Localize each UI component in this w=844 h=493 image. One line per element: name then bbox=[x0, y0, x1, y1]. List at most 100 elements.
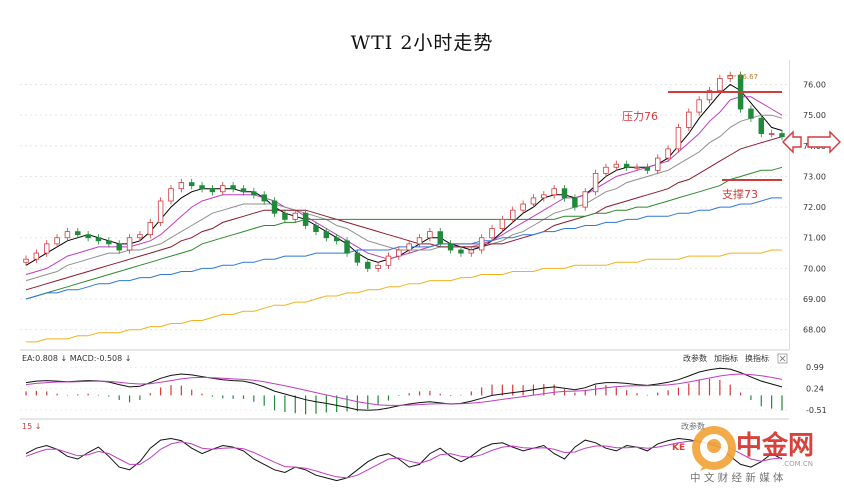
candle-body bbox=[302, 212, 309, 226]
candle-body bbox=[396, 249, 402, 257]
moving-average-line bbox=[26, 249, 782, 343]
candle-body bbox=[727, 74, 733, 79]
candle-body bbox=[137, 234, 143, 239]
candle-body bbox=[686, 111, 692, 128]
candle-body bbox=[188, 182, 195, 187]
candle-body bbox=[23, 258, 29, 263]
macd-switch-indicator-button[interactable]: 换指标 bbox=[745, 353, 769, 363]
arrow-left-icon bbox=[782, 130, 802, 154]
candle-body bbox=[220, 185, 226, 193]
candle-body bbox=[344, 240, 350, 254]
macd-histogram bbox=[25, 378, 783, 415]
candle-body bbox=[706, 90, 713, 101]
candle-body bbox=[634, 166, 640, 169]
candle-body bbox=[64, 231, 71, 239]
candle-body bbox=[458, 249, 464, 254]
high-price-label: 76.67 bbox=[738, 73, 758, 81]
candle-body bbox=[717, 77, 723, 92]
y-tick-label: 75.00 bbox=[803, 111, 826, 120]
candle-body bbox=[437, 231, 443, 245]
macd-dea-line bbox=[25, 373, 783, 406]
candle-body bbox=[530, 197, 537, 205]
candle-body bbox=[447, 243, 454, 251]
candle-body bbox=[768, 133, 775, 135]
watermark-overlay: 改参数 bbox=[681, 421, 705, 431]
y-tick-label: 71.00 bbox=[803, 234, 826, 243]
candle-body bbox=[116, 243, 122, 251]
kdj-d-line bbox=[25, 440, 783, 479]
candle-body bbox=[365, 261, 371, 269]
chart-title: WTI 2小时走势 bbox=[350, 32, 494, 54]
candle-body bbox=[582, 191, 588, 208]
candle-body bbox=[271, 200, 278, 214]
candle-body bbox=[375, 264, 381, 269]
macd-add-indicator-button[interactable]: 加指标 bbox=[714, 353, 738, 363]
kdj-k-line bbox=[25, 437, 783, 482]
macd-tick-label: 0.24 bbox=[806, 385, 824, 394]
candle-body bbox=[385, 255, 392, 266]
candle-body bbox=[520, 203, 526, 211]
candle-body bbox=[157, 200, 164, 223]
candle-body bbox=[33, 252, 40, 260]
candle-body bbox=[43, 243, 50, 254]
candle-body bbox=[416, 237, 423, 245]
candle-body bbox=[623, 163, 630, 168]
candle-body bbox=[313, 225, 319, 233]
moving-average-line bbox=[25, 96, 783, 275]
candle-body bbox=[758, 117, 765, 134]
candle-body bbox=[54, 237, 60, 245]
candle-body bbox=[561, 188, 568, 199]
macd-grid bbox=[20, 366, 789, 411]
macd-axis: 0.99 0.24 -0.51 bbox=[806, 363, 827, 415]
macd-indicator-label: EA:0.808 ↓ MACD:-0.508 ↓ bbox=[22, 354, 131, 363]
candle-body bbox=[748, 108, 754, 119]
candle-body bbox=[323, 231, 330, 239]
candlesticks bbox=[23, 71, 785, 273]
candle-body bbox=[696, 99, 702, 113]
candle-body bbox=[406, 243, 412, 251]
candle-body bbox=[75, 231, 81, 236]
candle-body bbox=[292, 212, 298, 220]
moving-average-line bbox=[25, 197, 782, 300]
candle-body bbox=[261, 194, 267, 202]
candle-body bbox=[644, 166, 651, 171]
macd-change-params-button[interactable]: 改参数 bbox=[683, 353, 707, 363]
candle-body bbox=[147, 222, 154, 236]
candle-body bbox=[613, 163, 620, 168]
watermark-site: .COM.CN bbox=[782, 460, 813, 468]
candle-body bbox=[168, 188, 174, 202]
y-tick-label: 73.00 bbox=[803, 172, 826, 181]
candle-body bbox=[282, 212, 288, 220]
moving-average-line bbox=[25, 166, 783, 300]
candle-body bbox=[427, 231, 433, 239]
y-tick-label: 68.00 bbox=[803, 326, 826, 335]
candle-body bbox=[603, 166, 609, 174]
candle-body bbox=[665, 148, 671, 159]
price-axis: 76.0075.0074.0073.0072.0071.0070.0069.00… bbox=[803, 81, 826, 335]
candle-body bbox=[468, 249, 475, 254]
candle-body bbox=[95, 237, 102, 242]
moving-average-line bbox=[25, 83, 783, 266]
kdj-lines bbox=[25, 437, 783, 482]
candle-body bbox=[675, 127, 682, 150]
candle-body bbox=[478, 237, 485, 251]
candle-body bbox=[199, 185, 205, 190]
candle-body bbox=[489, 228, 495, 239]
candle-body bbox=[126, 237, 133, 251]
candle-body bbox=[510, 209, 516, 220]
close-icon bbox=[779, 355, 786, 362]
y-tick-label: 69.00 bbox=[803, 295, 826, 304]
candle-body bbox=[240, 188, 247, 193]
candle-body bbox=[178, 182, 185, 190]
moving-average-line bbox=[25, 136, 783, 291]
watermark-brand: 中金网 bbox=[736, 430, 814, 461]
candle-body bbox=[572, 197, 578, 208]
main-grid bbox=[20, 84, 789, 331]
candle-body bbox=[333, 237, 340, 242]
macd-tick-label: -0.51 bbox=[806, 406, 827, 415]
candle-body bbox=[106, 240, 112, 245]
kdj-indicator-label: 15 ↓ bbox=[22, 422, 41, 431]
candle-body bbox=[779, 133, 785, 138]
y-tick-label: 76.00 bbox=[803, 81, 826, 90]
